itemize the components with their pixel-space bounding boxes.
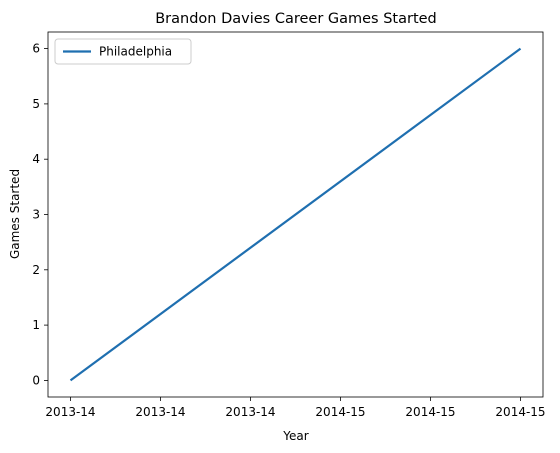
x-tick-label: 2013-14 [135, 405, 185, 419]
y-tick-label: 0 [32, 373, 40, 387]
x-tick-label: 2013-14 [45, 405, 95, 419]
chart-title: Brandon Davies Career Games Started [155, 11, 437, 27]
x-tick-label: 2014-15 [495, 405, 545, 419]
y-tick-label: 6 [32, 42, 40, 56]
y-tick-label: 1 [32, 318, 40, 332]
legend-label: Philadelphia [99, 45, 172, 59]
series-line-philadelphia [71, 49, 521, 381]
x-tick-label: 2014-15 [315, 405, 365, 419]
x-tick-label: 2013-14 [225, 405, 275, 419]
legend: Philadelphia [55, 39, 191, 64]
x-axis-label: Year [282, 429, 308, 443]
x-tick-label: 2014-15 [405, 405, 455, 419]
y-tick-label: 4 [32, 152, 40, 166]
y-axis-label: Games Started [8, 169, 22, 259]
y-tick-label: 5 [32, 97, 40, 111]
y-tick-label: 2 [32, 263, 40, 277]
y-tick-label: 3 [32, 208, 40, 222]
